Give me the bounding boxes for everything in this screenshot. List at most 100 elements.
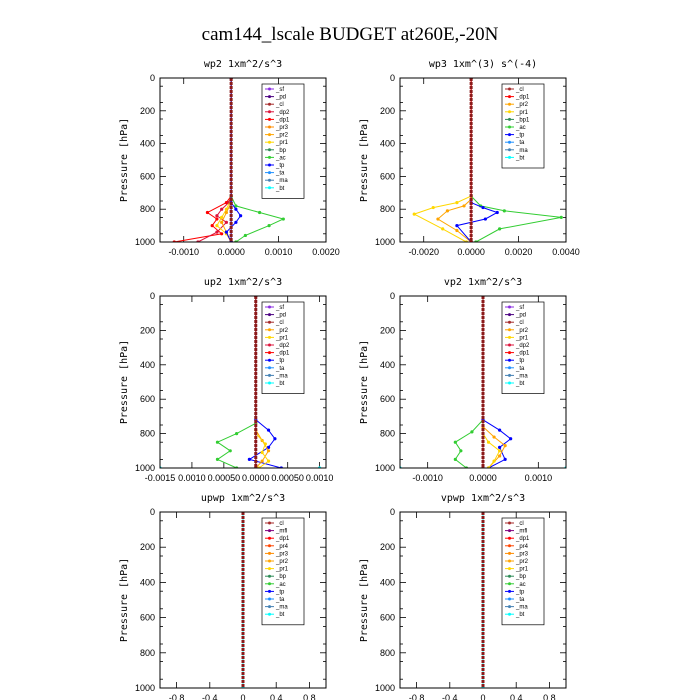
x-tick-label: 0.4 <box>510 693 523 700</box>
legend-entry: _pr3 <box>515 551 529 557</box>
legend-marker <box>508 117 511 121</box>
y-tick-label: 800 <box>380 429 395 439</box>
y-tick-label: 0 <box>150 291 155 301</box>
legend-marker <box>268 186 271 190</box>
series-point-pr2 <box>498 454 502 458</box>
legend-marker <box>268 358 271 362</box>
legend-marker <box>268 87 271 91</box>
x-tick-label: 0.0010 <box>265 247 293 257</box>
legend-marker <box>268 559 271 563</box>
series-point-tp <box>234 220 238 224</box>
legend-marker <box>508 358 511 362</box>
legend-entry: _pd <box>275 95 286 101</box>
x-tick-label: 0.0040 <box>552 247 580 257</box>
legend-marker <box>508 343 511 347</box>
legend-marker <box>268 328 271 332</box>
series-point-dp1 <box>215 457 220 461</box>
legend-marker <box>268 171 271 175</box>
series-point-dp1 <box>228 449 232 453</box>
series-line-tp <box>455 78 499 242</box>
panel-4: upwp 1xm^2/s^3 Pressure [hPa] 0 200 400 600 80… <box>119 493 327 700</box>
series-line-tp <box>225 78 242 242</box>
panel-title: vpwp 1xm^2/s^3 <box>441 493 525 504</box>
legend-marker <box>508 125 511 129</box>
series-point-pr2 <box>436 217 440 221</box>
x-tick-label: 0.0000 <box>217 247 245 257</box>
legend-marker <box>508 605 511 609</box>
legend-marker <box>268 612 271 616</box>
series-point-pr1 <box>263 442 267 446</box>
series-point-pr2 <box>462 204 466 208</box>
panel-3: vp2 1xm^2/s^3 Pressure [hPa] 0 200 400 600 800… <box>359 277 567 483</box>
series-point-dp2 <box>215 230 219 234</box>
legend-marker <box>268 117 271 121</box>
x-tick-label: 0.0000 <box>457 247 485 257</box>
series-point-pr1 <box>220 215 224 219</box>
legend-entry: _dp2 <box>275 110 290 116</box>
series-line-pr1 <box>412 78 472 242</box>
legend-entry: _ma <box>275 373 288 379</box>
legend-entry: _cl <box>275 320 284 326</box>
panels-group: wp2 1xm^2/s^3 Pressure [hPa] 0 200 400 600 800… <box>119 59 580 700</box>
series-line-pr2 <box>437 78 472 242</box>
legend-marker <box>508 320 511 324</box>
legend-marker <box>268 605 271 609</box>
panel-5: vpwp 1xm^2/s^3 Pressure [hPa] 0 200 400 600 80… <box>359 493 567 700</box>
y-axis-label: Pressure [hPa] <box>359 558 370 642</box>
series-point-ac <box>243 233 247 238</box>
series-point-pr1 <box>455 201 459 205</box>
y-tick-label: 1000 <box>135 463 155 473</box>
legend-entry: _mfl <box>275 529 287 535</box>
legend-marker <box>508 140 511 144</box>
legend-entry: _pr3 <box>275 551 289 557</box>
y-tick-label: 400 <box>380 360 395 370</box>
legend-marker <box>508 102 511 106</box>
y-tick-label: 200 <box>380 106 395 116</box>
series-point-ac <box>498 227 502 231</box>
x-tick-label: -0.4 <box>202 693 218 700</box>
series-point-tp <box>495 210 499 215</box>
legend-entry: _bt <box>515 381 525 387</box>
series-point-ac <box>559 215 563 219</box>
legend-entry: _ma <box>275 178 288 184</box>
series-point-tp <box>224 230 228 234</box>
y-tick-label: 800 <box>380 204 395 214</box>
series-point-dp1 <box>235 432 239 436</box>
legend-entry: _ac <box>275 582 286 588</box>
series-point-dp1 <box>215 217 219 221</box>
series-point-dp1 <box>210 224 214 228</box>
legend-marker <box>268 343 271 347</box>
legend-entry: _ma <box>275 605 288 611</box>
legend-entry: _pd <box>515 313 526 319</box>
plot-frame <box>159 77 327 243</box>
legend-entry: _dp1 <box>275 351 290 357</box>
legend-marker <box>268 110 271 114</box>
series-point-ac <box>267 224 271 228</box>
series-point-pr2 <box>266 449 271 453</box>
x-tick-label: 0 <box>480 693 485 700</box>
series-point-dp1 <box>205 210 210 215</box>
y-axis-label: Pressure [hPa] <box>119 340 130 424</box>
y-tick-label: 0 <box>390 73 395 83</box>
y-axis-label: Pressure [hPa] <box>359 118 370 202</box>
panel-title: vp2 1xm^2/s^3 <box>444 277 522 288</box>
y-tick-label: 800 <box>140 429 155 439</box>
figure-title: cam144_lscale BUDGET at260E,-20N <box>202 24 499 45</box>
legend-marker <box>508 305 511 309</box>
legend-entry: _bp <box>275 148 287 154</box>
legend-entry: _ta <box>515 366 525 372</box>
legend-marker <box>508 544 511 548</box>
legend-marker <box>508 335 511 339</box>
legend-entry: _bp <box>275 574 287 580</box>
series-point-pr1 <box>260 450 264 455</box>
legend-marker <box>508 559 511 563</box>
legend-entry: _ta <box>515 597 525 603</box>
panel-1: wp3 1xm^(3) s^(-4) Pressure [hPa] 0 200 400 6… <box>359 59 580 257</box>
x-tick-label: 0.4 <box>270 693 283 700</box>
legend-entry: _pr1 <box>275 335 289 341</box>
legend-marker <box>268 521 271 525</box>
legend-entry: _ac <box>275 155 286 161</box>
legend-entry: _ta <box>275 366 285 372</box>
legend-entry: _pr1 <box>515 335 529 341</box>
y-tick-label: 600 <box>140 613 155 623</box>
